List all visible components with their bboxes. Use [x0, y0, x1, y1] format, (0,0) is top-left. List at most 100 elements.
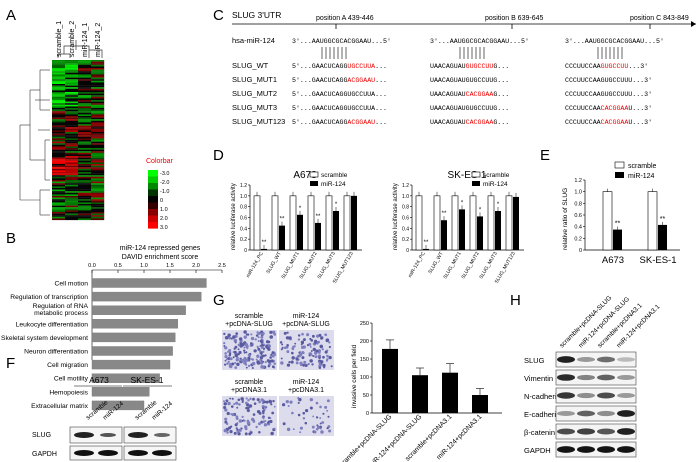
heatmap-cell: [65, 61, 79, 64]
enrichment-label: Leukocyte differentiation: [16, 321, 89, 328]
cell-dot: [244, 425, 248, 429]
y-axis-label: relative ratio of SLUG: [562, 188, 569, 250]
cell-dot: [269, 335, 273, 339]
colorbar-swatch: [148, 215, 158, 223]
bar-mir124: [459, 209, 465, 250]
cell-dot: [223, 400, 225, 403]
heatmap-cell: [91, 170, 105, 173]
heatmap-cell: [52, 194, 66, 197]
cell-dot: [255, 425, 258, 429]
colorbar-tick: 0: [160, 198, 163, 204]
legend-swatch-scramble: [471, 171, 481, 178]
cell-dot: [223, 405, 227, 410]
heatmap-cell: [78, 100, 92, 102]
heatmap-cell: [65, 165, 79, 168]
heatmap-cell: [78, 159, 92, 161]
cell-dot: [286, 363, 291, 367]
heatmap-cell: [78, 199, 92, 201]
heatmap-cell: [52, 208, 66, 211]
cell-dot: [229, 357, 233, 361]
cell-dot: [283, 331, 287, 335]
heatmap-cell: [52, 178, 66, 181]
cell-dot: [319, 405, 322, 409]
heatmap-cell: [78, 64, 92, 67]
cell-dot: [231, 362, 235, 366]
heatmap-cell: [91, 175, 105, 177]
cell-dot: [232, 356, 235, 359]
legend-label: scramble: [321, 172, 348, 179]
heatmap-cell: [65, 85, 79, 88]
heatmap-cell: [78, 192, 92, 195]
heatmap-cell: [91, 138, 105, 141]
cell-dot: [233, 350, 237, 354]
heatmap-cell: [65, 63, 79, 65]
panel-label-F: F: [6, 355, 15, 372]
cell-dot: [297, 397, 300, 400]
heatmap-cell: [52, 162, 66, 165]
cell-dot: [237, 398, 241, 402]
heatmap-cell: [91, 156, 105, 158]
bar-mir124: [333, 211, 339, 250]
cell-dot: [269, 356, 272, 359]
cell-dot: [260, 346, 264, 349]
utr-diagram: SLUG 3'UTR position A 439-446 position B…: [232, 10, 696, 126]
heatmap-cell: [78, 77, 92, 80]
heatmap-cell: [91, 66, 105, 69]
heatmap-cell: [91, 189, 105, 192]
y-tick-label: 0: [406, 248, 409, 254]
heatmap-cell: [52, 199, 66, 201]
utr-sequence: UAACAGUAUCACGGAAG...: [430, 119, 509, 126]
blotH-box: [555, 405, 637, 422]
cell-dot: [328, 429, 332, 433]
heatmap-cell: [52, 149, 66, 152]
heatmap-cell: [52, 138, 66, 141]
heatmap-cell: [52, 68, 66, 70]
heatmap-cell: [91, 88, 105, 91]
colorbar-tick: 2.0: [160, 216, 168, 222]
sequence-part: CCCUUCCAA: [565, 119, 601, 126]
y-tick-label: 0.2: [574, 236, 582, 242]
sequence-part: UAACAGUAU: [430, 91, 466, 98]
panel-label-G: G: [213, 292, 225, 309]
cell-dot: [265, 345, 269, 349]
heatmap-cell: [91, 186, 105, 189]
heatmap-cell: [52, 72, 66, 75]
heatmap-cell: [91, 184, 105, 187]
heatmap-cell: [65, 103, 79, 105]
cell-dot: [319, 422, 322, 425]
heatmap-cell: [65, 108, 79, 110]
invasion-image-label: scramble: [235, 313, 264, 320]
heatmap-cell: [78, 90, 92, 93]
cell-dot: [301, 341, 304, 345]
cell-dot: [318, 333, 322, 337]
heatmap-cell: [65, 159, 79, 161]
cell-dot: [227, 333, 231, 337]
cell-dot: [320, 360, 324, 364]
heatmap-cell: [78, 154, 92, 157]
sequence-part: UAACAGUAUGUGCCUUG...: [430, 105, 509, 112]
heatmap-cell: [78, 172, 92, 174]
cell-dot: [280, 348, 283, 351]
invasion-images: scramble+pcDNA-SLUGmiR-124+pcDNA-SLUGscr…: [222, 313, 334, 436]
heatmap-cell: [65, 143, 79, 145]
utr-sequence: 5'...GAACUCAGGACGGAAU...: [292, 119, 387, 126]
heatmap-cell: [91, 69, 105, 72]
blotH-row-label: GAPDH: [524, 446, 551, 455]
heatmap-column-labels: scramble_1 scramble_2 miR-124_1 miR-124_2: [56, 21, 102, 57]
enrichment-tick-label: 1.0: [140, 263, 148, 269]
heatmap-cell: [52, 184, 66, 187]
blot-band: [557, 356, 575, 363]
seed-match: GUGCCUU: [601, 63, 629, 70]
heatmap-cell: [91, 61, 105, 64]
cell-dot: [291, 356, 295, 360]
heatmap-cell: [52, 119, 66, 121]
utr-sequence: CCCUUCCAAGUGCCUUU...3': [565, 77, 652, 84]
cell-dot: [270, 431, 274, 436]
cell-dot: [328, 355, 332, 360]
heatmap-cell: [52, 157, 66, 160]
blotH-row-label: β-catenin: [524, 428, 555, 437]
heatmap-cell: [65, 189, 79, 192]
heatmap-column-label: scramble_2: [69, 21, 76, 57]
heatmap-cell: [65, 164, 79, 166]
cell-dot: [224, 408, 228, 412]
